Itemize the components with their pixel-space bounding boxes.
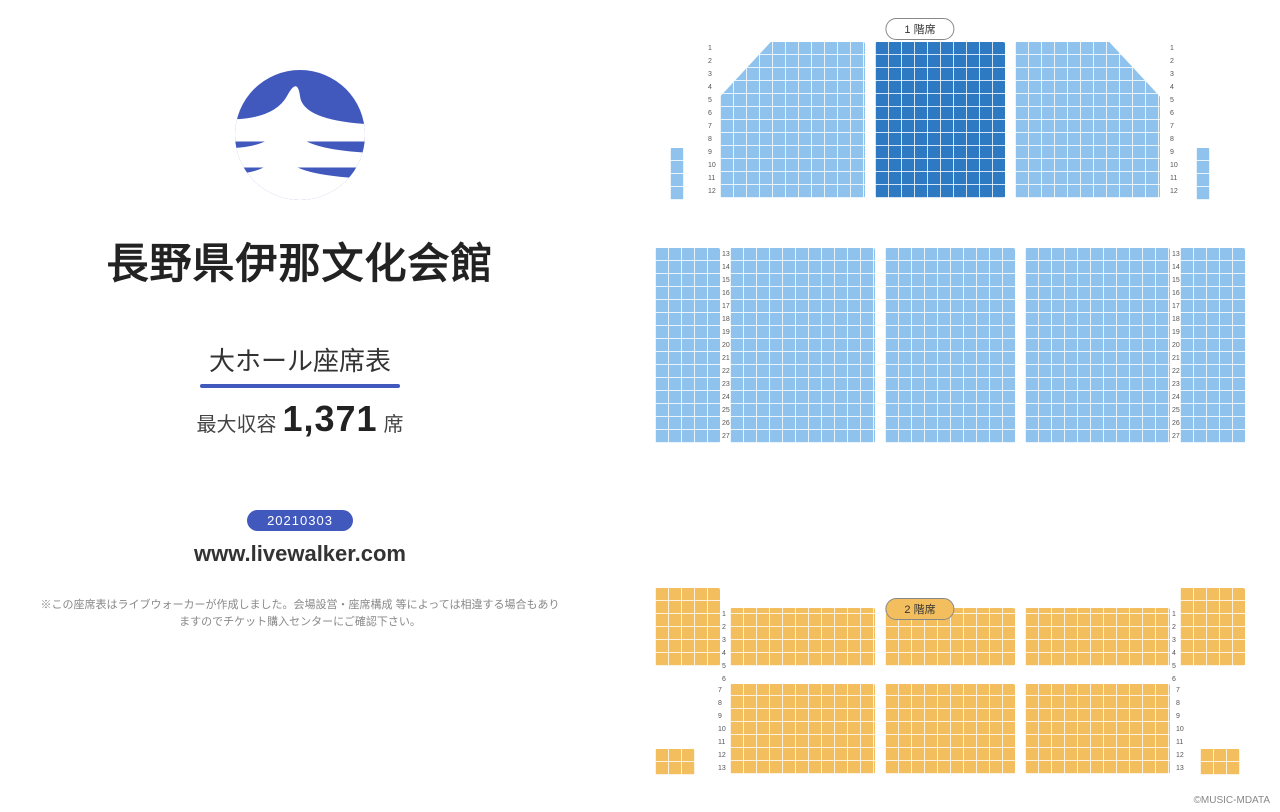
row-numbers: 7 8 9 10 11 12 13 [718, 684, 726, 775]
seat-block-f1-front-R [1015, 42, 1160, 198]
livewalker-logo [235, 70, 365, 200]
seat-block-f1-rear-L [730, 248, 875, 443]
seat-block-f2-rear-C [885, 684, 1015, 774]
row-numbers: 1 2 3 4 5 6 7 8 9 10 11 12 [708, 42, 716, 198]
seating-chart: 1 階席 2 階席 1 2 3 4 5 6 7 8 9 10 11 12 1 2… [600, 0, 1280, 812]
seat-block-f2-wing-R [1200, 749, 1240, 775]
capacity-label: 最大収容 [196, 408, 276, 437]
row-numbers: 1 2 3 4 5 6 [722, 608, 726, 686]
seat-block-f2-wing-L [655, 749, 695, 775]
seat-block-f1-wing-R [1196, 148, 1210, 200]
seat-block-f2-front-L [730, 608, 875, 666]
capacity: 最大収容 1,371 席 [196, 398, 403, 440]
hall-name: 大ホール座席表 [209, 341, 391, 378]
row-numbers: 1 2 3 4 5 6 [1172, 608, 1176, 686]
date-badge: 20210303 [247, 510, 353, 531]
seat-block-f2-front-R [1025, 608, 1170, 666]
seat-block-f2-rear-R [1025, 684, 1170, 774]
floor-2-label: 2 階席 [885, 598, 954, 620]
divider [200, 384, 400, 388]
info-panel: 長野県伊那文化会館 大ホール座席表 最大収容 1,371 席 20210303 … [0, 0, 600, 812]
seat-block-f1-wing-L [670, 148, 684, 200]
seat-block-f1-rear-far-R [1180, 248, 1245, 443]
seat-block-f1-front-C [875, 42, 1005, 198]
seat-block-f1-front-L [720, 42, 865, 198]
seat-block-f1-rear-R [1025, 248, 1170, 443]
capacity-value: 1,371 [282, 398, 377, 440]
seat-block-f1-rear-C [885, 248, 1015, 443]
row-numbers: 1 2 3 4 5 6 7 8 9 10 11 12 [1170, 42, 1178, 198]
disclaimer: ※この座席表はライブウォーカーが作成しました。会場設営・座席構成 等によっては相… [40, 597, 560, 630]
seat-block-f2-rear-L [730, 684, 875, 774]
row-numbers: 13 14 15 16 17 18 19 20 21 22 23 24 25 2… [722, 248, 730, 443]
floor-1-label: 1 階席 [885, 18, 954, 40]
copyright: ©MUSIC-MDATA [1194, 795, 1270, 806]
row-numbers: 7 8 9 10 11 12 13 [1176, 684, 1184, 775]
venue-title: 長野県伊那文化会館 [106, 230, 493, 291]
row-numbers: 13 14 15 16 17 18 19 20 21 22 23 24 25 2… [1172, 248, 1180, 443]
seat-block-f2-front-far-L [655, 588, 720, 666]
seat-block-f2-front-far-R [1180, 588, 1245, 666]
site-url: www.livewalker.com [194, 541, 406, 567]
seat-block-f1-rear-far-L [655, 248, 720, 443]
capacity-unit: 席 [384, 408, 404, 437]
